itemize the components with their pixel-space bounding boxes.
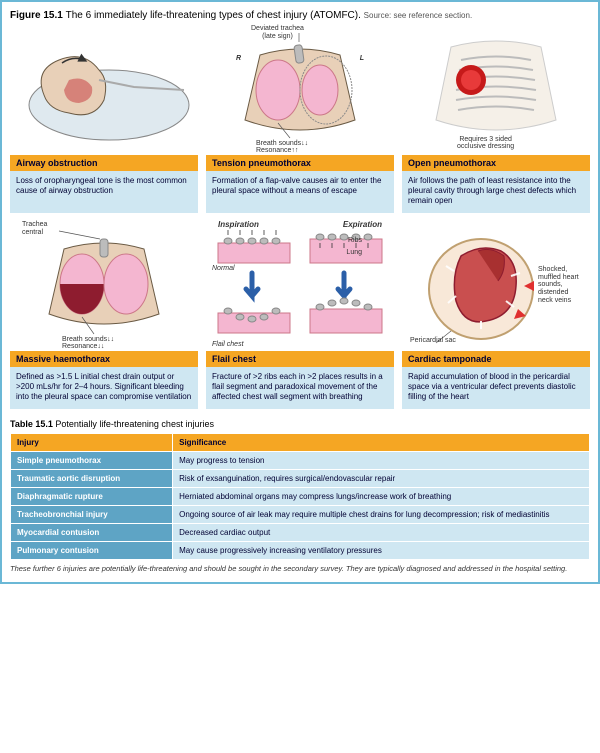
row-injury: Pulmonary contusion (11, 542, 173, 560)
table-title: Table 15.1 Potentially life-threatening … (10, 419, 590, 429)
lbl-flailchest: Flail chest (212, 341, 244, 349)
lbl-trachea: Tracheacentral (22, 221, 47, 236)
table-row: Pulmonary contusionMay cause progressive… (11, 542, 590, 560)
table-row: Tracheobronchial injuryOngoing source of… (11, 506, 590, 524)
row-significance: Ongoing source of air leak may require m… (173, 506, 590, 524)
table-number: Table 15.1 (10, 419, 53, 429)
card-tension: Deviated trachea(late sign) R L Breath s… (206, 25, 394, 213)
injuries-table: Injury Significance Simple pneumothoraxM… (10, 433, 590, 560)
col-injury: Injury (11, 434, 173, 452)
table-footer: These further 6 injuries are potentially… (10, 564, 590, 574)
title-open: Open pneumothorax (402, 155, 590, 171)
cards-grid: Airway obstruction Loss of oropharyngeal… (10, 25, 590, 409)
row-injury: Simple pneumothorax (11, 452, 173, 470)
row-injury: Traumatic aortic disruption (11, 470, 173, 488)
illus-tamponade: Pericardial sac Shocked,muffled heartsou… (402, 221, 590, 351)
illus-open: Requires 3 sidedocclusive dressing (402, 25, 590, 155)
table-row: Diaphragmatic ruptureHerniated abdominal… (11, 488, 590, 506)
title-tamponade: Cardiac tamponade (402, 351, 590, 367)
title-massive: Massive haemothorax (10, 351, 198, 367)
lbl-dressing: Requires 3 sidedocclusive dressing (457, 136, 514, 151)
desc-tamponade: Rapid accumulation of blood in the peric… (402, 367, 590, 409)
lbl-ribs: Ribs (348, 237, 362, 245)
card-flail: Inspiration Expiration Ribs Lung Normal … (206, 221, 394, 409)
lbl-deviated: Deviated trachea(late sign) (251, 25, 304, 40)
illus-massive: Tracheacentral Breath sounds↓↓Resonance↓… (10, 221, 198, 351)
lbl-breath2: Breath sounds↓↓Resonance↓↓ (62, 336, 114, 351)
card-tamponade: Pericardial sac Shocked,muffled heartsou… (402, 221, 590, 409)
table-row: Myocardial contusionDecreased cardiac ou… (11, 524, 590, 542)
desc-airway: Loss of oropharyngeal tone is the most c… (10, 171, 198, 213)
illus-flail: Inspiration Expiration Ribs Lung Normal … (206, 221, 394, 351)
illus-tension: Deviated trachea(late sign) R L Breath s… (206, 25, 394, 155)
desc-tension: Formation of a flap-valve causes air to … (206, 171, 394, 213)
col-significance: Significance (173, 434, 590, 452)
table-row: Simple pneumothoraxMay progress to tensi… (11, 452, 590, 470)
figure-number: Figure 15.1 (10, 10, 63, 21)
lbl-lung: Lung (346, 249, 362, 257)
figure-title: Figure 15.1 The 6 immediately life-threa… (10, 10, 590, 21)
card-airway: Airway obstruction Loss of oropharyngeal… (10, 25, 198, 213)
row-significance: Decreased cardiac output (173, 524, 590, 542)
row-injury: Myocardial contusion (11, 524, 173, 542)
table-caption: Potentially life-threatening chest injur… (55, 419, 214, 429)
row-injury: Tracheobronchial injury (11, 506, 173, 524)
title-tension: Tension pneumothorax (206, 155, 394, 171)
lbl-normal: Normal (212, 265, 235, 273)
table-row: Traumatic aortic disruptionRisk of exsan… (11, 470, 590, 488)
title-airway: Airway obstruction (10, 155, 198, 171)
title-flail: Flail chest (206, 351, 394, 367)
desc-massive: Defined as >1.5 L initial chest drain ou… (10, 367, 198, 409)
figure-source: Source: see reference section. (364, 11, 473, 20)
row-significance: Risk of exsanguination, requires surgica… (173, 470, 590, 488)
row-significance: Herniated abdominal organs may compress … (173, 488, 590, 506)
desc-flail: Fracture of >2 ribs each in >2 places re… (206, 367, 394, 409)
lbl-exp: Expiration (343, 221, 382, 230)
card-massive: Tracheacentral Breath sounds↓↓Resonance↓… (10, 221, 198, 409)
lbl-breath1: Breath sounds↓↓Resonance↑↑ (256, 140, 308, 155)
figure-caption: The 6 immediately life-threatening types… (66, 10, 361, 21)
lbl-r: R (236, 55, 241, 63)
row-significance: May cause progressively increasing venti… (173, 542, 590, 560)
lbl-insp: Inspiration (218, 221, 259, 230)
lbl-side: Shocked,muffled heartsounds,distendednec… (538, 266, 588, 304)
lbl-sac: Pericardial sac (410, 337, 456, 345)
row-injury: Diaphragmatic rupture (11, 488, 173, 506)
desc-open: Air follows the path of least resistance… (402, 171, 590, 213)
lbl-l: L (360, 55, 364, 63)
card-open: Requires 3 sidedocclusive dressing Open … (402, 25, 590, 213)
illus-airway (10, 25, 198, 155)
row-significance: May progress to tension (173, 452, 590, 470)
